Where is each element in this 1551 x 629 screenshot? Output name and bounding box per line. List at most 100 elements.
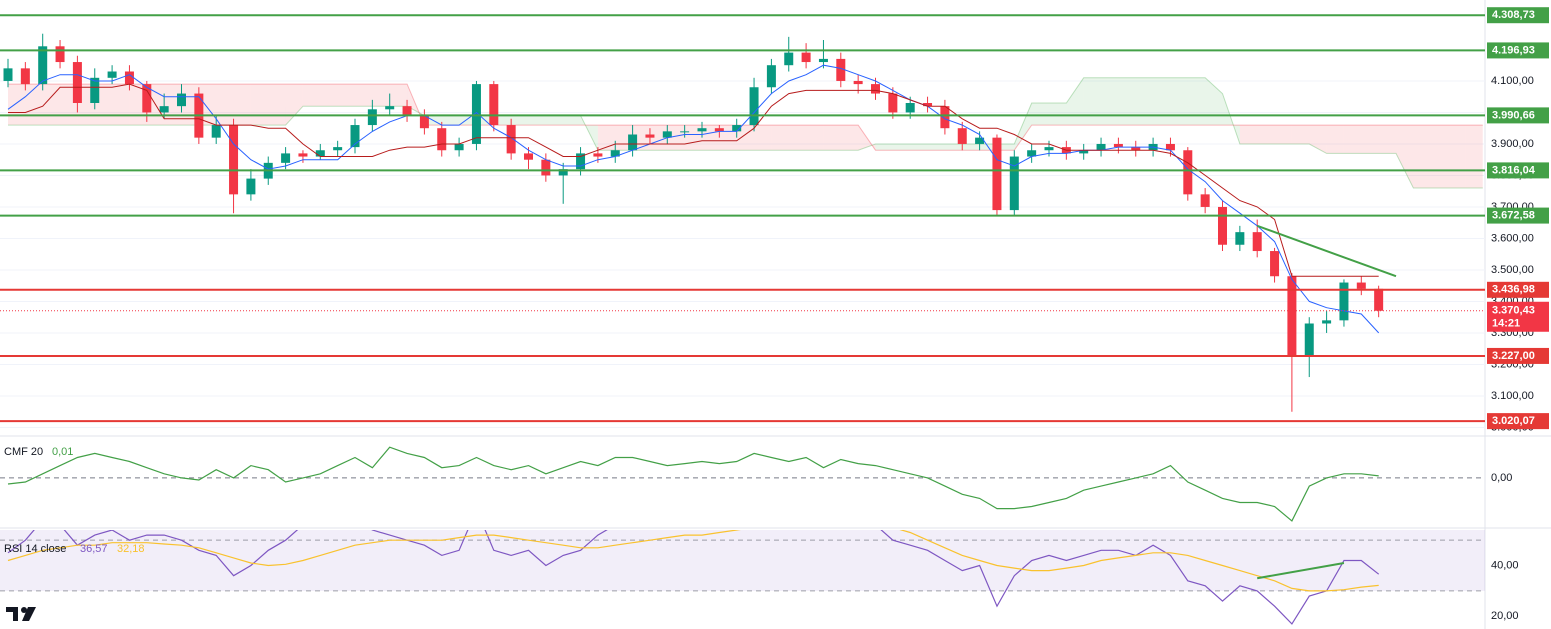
candle-body xyxy=(124,71,134,85)
cloud-span-a xyxy=(8,77,1483,189)
ichimoku-cloud xyxy=(1170,77,1188,126)
level-label: 4.308,73 xyxy=(1492,9,1535,21)
conversion-line xyxy=(7,64,1380,334)
candle-body xyxy=(1113,143,1123,148)
ichimoku-cloud xyxy=(1274,125,1292,144)
level-label-box xyxy=(1487,413,1549,430)
candle-body xyxy=(801,52,811,63)
ichimoku-cloud xyxy=(1083,77,1102,126)
candle-body xyxy=(923,103,933,107)
ichimoku-cloud xyxy=(268,84,286,126)
candle-body xyxy=(229,125,239,195)
candle-body xyxy=(1235,232,1245,245)
candle-body xyxy=(558,169,568,176)
candle-body xyxy=(437,128,447,151)
y-tick-label: 20,00 xyxy=(1491,610,1519,622)
candle-body xyxy=(662,131,672,138)
level-label: 3.672,58 xyxy=(1492,209,1535,221)
ichimoku-cloud xyxy=(1326,125,1344,154)
candle-body xyxy=(610,150,620,157)
candle-body xyxy=(142,84,152,113)
candle-body xyxy=(107,71,117,78)
candle-body xyxy=(367,109,377,126)
cloud-span-b xyxy=(8,83,1483,151)
logo xyxy=(6,607,36,621)
ichimoku-cloud xyxy=(1118,77,1136,126)
candle-body xyxy=(853,80,863,85)
ichimoku-cloud xyxy=(1187,77,1206,126)
candle-body xyxy=(90,77,100,104)
level-label: 3.990,66 xyxy=(1492,109,1535,121)
cmf-title: CMF 20 xyxy=(4,446,43,458)
trendline xyxy=(1256,224,1397,278)
ichimoku-cloud xyxy=(1153,77,1171,126)
ichimoku-cloud xyxy=(441,115,460,126)
ichimoku-cloud xyxy=(1448,125,1466,189)
current-price-label: 3.370,43 xyxy=(1492,305,1535,317)
candle-body xyxy=(38,46,48,85)
countdown-label: 14:21 xyxy=(1492,318,1520,330)
level-label-box xyxy=(1487,281,1549,298)
candle-body xyxy=(940,106,950,129)
ichimoku-cloud xyxy=(112,84,130,126)
ichimoku-cloud xyxy=(372,84,390,107)
level-label-box xyxy=(1487,42,1549,59)
ichimoku-cloud xyxy=(302,84,321,107)
ichimoku-cloud xyxy=(1205,77,1223,126)
trendline xyxy=(1257,562,1345,580)
y-tick-label: 4.100,00 xyxy=(1491,75,1534,87)
candle-body xyxy=(1027,150,1037,157)
candle-body xyxy=(1374,288,1384,311)
ichimoku-cloud xyxy=(1135,77,1154,126)
base-line xyxy=(8,83,1379,277)
candle-body xyxy=(680,131,690,133)
level-label: 4.196,93 xyxy=(1492,44,1535,56)
ichimoku-cloud xyxy=(927,143,945,151)
candle-body xyxy=(524,153,533,160)
ichimoku-cloud xyxy=(806,125,824,151)
candle-body xyxy=(211,125,221,138)
y-tick-label: 3.600,00 xyxy=(1491,232,1534,244)
candle-body xyxy=(1218,206,1227,245)
cmf-value: 0,01 xyxy=(52,446,73,458)
ichimoku-cloud xyxy=(250,84,269,126)
y-tick-label: 40,00 xyxy=(1491,559,1519,571)
level-label-box xyxy=(1487,347,1549,364)
candle-body xyxy=(20,68,30,85)
ichimoku-cloud xyxy=(1378,125,1396,154)
candle-body xyxy=(992,137,1002,211)
level-label-box xyxy=(1487,162,1549,179)
ichimoku-cloud xyxy=(216,84,234,126)
ichimoku-cloud xyxy=(1396,125,1414,189)
ichimoku-cloud xyxy=(944,143,963,151)
ichimoku-cloud xyxy=(1257,125,1275,144)
ichimoku-cloud xyxy=(910,143,928,151)
ichimoku-cloud xyxy=(389,84,408,107)
cmf-line xyxy=(7,446,1379,522)
candle-body xyxy=(957,128,967,144)
candle-body xyxy=(1096,143,1106,151)
candle-body xyxy=(628,134,638,151)
candle-body xyxy=(1183,150,1193,195)
y-tick-label: 3.100,00 xyxy=(1491,390,1534,402)
cmf-pane xyxy=(0,446,1485,522)
candle-body xyxy=(333,147,343,151)
ichimoku-cloud xyxy=(771,125,789,151)
ichimoku-cloud xyxy=(1413,125,1431,189)
candle-body xyxy=(506,125,516,154)
candle-body xyxy=(454,143,464,151)
ichimoku-cloud xyxy=(1291,125,1310,144)
rsi-ma-value: 32,18 xyxy=(117,543,145,555)
price-axis: 4.100,004.000,003.900,003.800,003.700,00… xyxy=(1487,7,1549,622)
ichimoku-cloud xyxy=(337,84,355,107)
ichimoku-cloud xyxy=(320,84,338,107)
candle-body xyxy=(1044,147,1054,151)
current-price-box xyxy=(1487,301,1549,332)
ichimoku-cloud xyxy=(355,84,373,107)
candle-body xyxy=(350,125,360,148)
rsi-line xyxy=(7,530,1379,592)
candle-body xyxy=(281,153,291,163)
ichimoku-cloud xyxy=(511,115,529,126)
candle-body xyxy=(1079,150,1089,154)
candle-body xyxy=(1287,276,1297,355)
